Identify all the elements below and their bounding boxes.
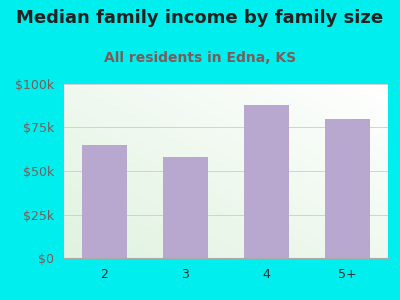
Bar: [244, 105, 289, 258]
Text: Median family income by family size: Median family income by family size: [16, 9, 384, 27]
Bar: [82, 145, 127, 258]
Bar: [325, 119, 370, 258]
Text: All residents in Edna, KS: All residents in Edna, KS: [104, 51, 296, 65]
Bar: [163, 157, 208, 258]
